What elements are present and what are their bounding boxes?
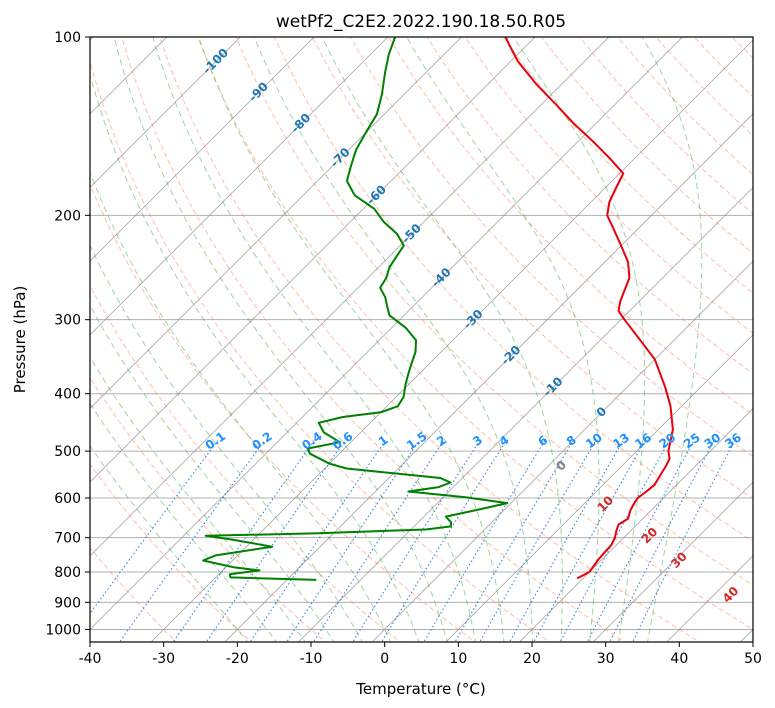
x-tick-label: 30 [597, 651, 615, 667]
isotherm-line [592, 481, 753, 642]
mixing-ratio-line [118, 440, 265, 642]
plot-frame [89, 36, 754, 643]
isotherm-line [90, 37, 242, 189]
y-tick-label: 500 [54, 444, 81, 460]
mixing-ratio-line [479, 440, 597, 642]
isotherm-line [224, 113, 753, 642]
dry-adiabat-line [426, 37, 753, 375]
dry-adiabat-line [159, 37, 701, 642]
y-tick-label: 200 [54, 208, 81, 224]
moist-adiabat-line [113, 37, 448, 642]
dry-adiabat-line [90, 463, 252, 642]
x-tick-label: -30 [152, 651, 175, 667]
mixing-ratio-line [586, 440, 695, 642]
dewpoint-profile-line [202, 37, 509, 581]
dry-adiabat-line [90, 546, 178, 642]
moist-adiabat-line [198, 37, 505, 642]
mixing-ratio-line [609, 440, 715, 642]
isotherm-line [90, 37, 463, 410]
dry-adiabat-line [90, 60, 551, 642]
moist-adiabat-line [90, 72, 420, 642]
isotherm-line [371, 260, 753, 642]
isotherm-line [150, 39, 753, 642]
dry-adiabat-line [350, 37, 753, 458]
x-tick-label: 0 [380, 651, 389, 667]
profile-lines [202, 37, 674, 581]
isotherm-line [445, 334, 753, 642]
x-tick-label: 50 [744, 651, 762, 667]
dry-adiabat-line [90, 376, 327, 642]
isotherm-line [518, 407, 753, 642]
moist-adiabat-line [90, 304, 335, 642]
isotherm-line [90, 37, 536, 483]
isotherm-line [90, 37, 684, 631]
moist-adiabat-line [321, 37, 563, 642]
moist-adiabat-line [253, 37, 533, 642]
y-tick-label: 300 [54, 313, 81, 329]
dry-adiabat-line [464, 37, 753, 334]
mixing-ratio-line [352, 440, 481, 642]
x-tick-label: -40 [79, 651, 102, 667]
mixing-ratio-line [508, 440, 624, 642]
y-tick-label: 800 [54, 565, 81, 581]
y-tick-label: 1000 [45, 622, 81, 638]
dry-adiabat-line [90, 182, 476, 642]
moist-adiabat-line [641, 37, 703, 642]
x-tick-label: -10 [300, 651, 323, 667]
temperature-profile-line [504, 37, 674, 580]
moist-adiabat-line [512, 37, 646, 642]
moist-adiabat-line [90, 244, 363, 642]
mixing-ratio-line [454, 440, 574, 642]
y-tick-label: 100 [54, 30, 81, 46]
isotherm-line [90, 37, 610, 557]
x-tick-label: 40 [670, 651, 688, 667]
dry-adiabat-line [90, 284, 402, 642]
x-tick-label: 10 [449, 651, 467, 667]
y-tick-label: 600 [54, 491, 81, 507]
moist-adiabat-line [90, 356, 306, 642]
y-axis: 1000 900 800 700 600 500 400 300 200 100 [45, 30, 90, 638]
x-tick-label: -20 [226, 651, 249, 667]
moist-adiabat-line [90, 445, 249, 642]
dry-adiabat-line [273, 37, 753, 543]
mixing-ratio-line [249, 440, 386, 642]
background-lines [90, 37, 753, 642]
x-axis-title: Temperature (°C) [355, 680, 485, 698]
dry-adiabat-line [197, 37, 753, 630]
moist-adiabat-line [406, 37, 600, 642]
mixing-ratio-line [312, 440, 445, 642]
y-tick-label: 900 [54, 595, 81, 611]
x-axis: -40 -30 -20 -10 0 10 20 30 40 50 [79, 642, 762, 667]
mixing-ratio-line [423, 440, 546, 642]
mixing-ratio-line [286, 440, 420, 642]
y-tick-label: 400 [54, 387, 81, 403]
isotherm-line [297, 186, 753, 642]
moist-adiabat-line [90, 402, 278, 642]
y-axis-title: Pressure (hPa) [11, 286, 29, 394]
dry-adiabat-line [311, 37, 753, 500]
mixing-ratio-line [380, 440, 507, 642]
mixing-ratio-line [559, 440, 670, 642]
y-tick-label: 700 [54, 531, 81, 547]
mixing-ratio-line [533, 440, 646, 642]
mixing-ratio-line [172, 440, 315, 642]
moist-adiabat-line [90, 171, 392, 642]
isotherm-line [90, 37, 389, 336]
x-tick-label: 20 [523, 651, 541, 667]
chart-title: wetPf2_C2E2.2022.190.18.50.R05 [276, 12, 566, 32]
isotherm-line [90, 37, 315, 262]
